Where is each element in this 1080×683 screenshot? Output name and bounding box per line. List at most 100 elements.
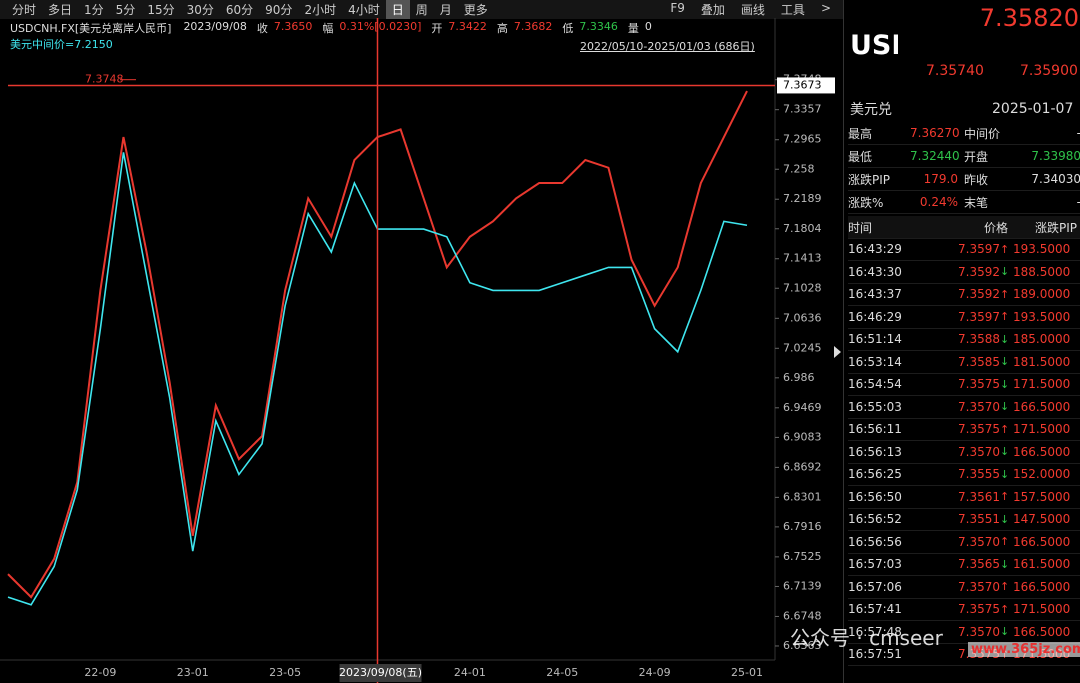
date-range[interactable]: 2022/05/10-2025/01/03 (686日) <box>580 40 755 53</box>
field-value: 7.3346 <box>579 20 618 33</box>
tick-row: 16:56:56 7.3570 ↑ 166.5000 <box>848 531 1080 554</box>
field-value: 7.3682 <box>513 20 553 33</box>
high-label: 7.3748 <box>85 73 124 86</box>
tick-pip: 193.5000 <box>1013 309 1071 324</box>
ticks-header: 时间 价格 涨跌PIP <box>848 216 1080 239</box>
tool-button[interactable]: 叠加 <box>700 3 725 17</box>
tick-time: 16:57:51 <box>848 647 902 661</box>
tick-arrow: ↓ <box>1000 265 1010 278</box>
x-tick-label: 24-01 <box>454 666 486 679</box>
y-tick-label: 7.1413 <box>783 252 822 265</box>
period-tab[interactable]: 90分 <box>265 3 293 17</box>
tick-price: 7.3570 <box>958 399 1000 414</box>
date: 2023/09/08 <box>183 20 247 33</box>
ask: 7.35900 <box>1020 63 1078 79</box>
stat-row: 涨跌% 0.24% 末笔 - <box>848 191 1080 214</box>
field-label: 量 <box>627 22 639 35</box>
tool-button[interactable]: 画线 <box>740 3 765 17</box>
series-name: 美元中间价=7.2150 <box>10 38 113 51</box>
stat-label: 最低 <box>848 149 873 164</box>
stat-row: 最低 7.32440 开盘 7.33980 <box>848 145 1080 168</box>
field-value: 7.3650 <box>273 20 313 33</box>
chart: 7.3748 7.3357 7.2965 7.258 7.2189 7.1804 7.141… <box>0 18 841 683</box>
tick-pip: 157.5000 <box>1013 489 1071 504</box>
stat-row: 涨跌PIP 179.0 昨收 7.34030 <box>848 168 1080 191</box>
tick-arrow: ↑ <box>1000 580 1010 593</box>
tick-arrow: ↓ <box>1000 445 1010 458</box>
tool-button[interactable]: > <box>820 1 831 15</box>
period-tab[interactable]: 分时 <box>12 3 37 17</box>
tick-price: 7.3592 <box>958 287 1000 301</box>
period-tab[interactable]: 2小时 <box>304 3 337 17</box>
tick-time: 16:56:52 <box>848 512 902 526</box>
stat-value: 7.34030 <box>1031 172 1080 186</box>
y-tick-label: 7.3357 <box>783 103 822 116</box>
period-tab[interactable]: 更多 <box>463 3 488 17</box>
periods: 分时 多日 1分 5分 15分 30分 60分 90分 2小时 4小时日周月更多 <box>0 0 494 19</box>
x-tick-label: 24-05 <box>546 666 578 679</box>
stat-label: 最高 <box>848 126 873 141</box>
tick-price: 7.3588 <box>958 332 1000 346</box>
y-tick-label: 6.7525 <box>783 550 822 563</box>
tick-pip: 193.5000 <box>1013 242 1071 256</box>
tick-row: 16:43:37 7.3592 ↑ 189.0000 <box>848 283 1080 306</box>
tick-pip: 166.5000 <box>1013 534 1071 549</box>
crosshair-box <box>339 664 422 682</box>
tick-row: 16:57:06 7.3570 ↑ 166.5000 <box>848 576 1080 599</box>
tick-price: 7.3555 <box>958 467 1000 481</box>
tick-price: 7.3565 <box>958 557 1000 571</box>
y-tick-label: 6.9469 <box>783 401 822 414</box>
tick-price: 7.3597 <box>958 309 1000 324</box>
tick-time: 16:51:14 <box>848 332 902 346</box>
tick-price: 7.3570 <box>958 534 1000 549</box>
tick-row: 16:57:48 7.3570 ↓ 166.5000 <box>848 621 1080 644</box>
tick-time: 16:57:06 <box>848 579 902 594</box>
tick-arrow: ↑ <box>1000 490 1010 503</box>
period-tab[interactable]: 多日 <box>48 3 73 17</box>
period-tab[interactable]: 15分 <box>147 3 175 17</box>
y-tick-label: 7.258 <box>783 162 815 175</box>
field-label: 开 <box>431 22 443 35</box>
period-tab[interactable]: 5分 <box>115 3 136 17</box>
tick-price: 7.3592 <box>958 264 1000 279</box>
tool-button[interactable]: F9 <box>670 1 685 15</box>
column-header: 时间 <box>848 220 873 235</box>
stat-row: 最高 7.36270 中间价 - <box>848 122 1080 145</box>
stat-value: - <box>1077 195 1080 209</box>
tick-time: 16:54:54 <box>848 377 902 391</box>
y-tick-label: 7.0636 <box>783 311 822 324</box>
y-tick-label: 7.0245 <box>783 341 822 354</box>
tick-arrow: ↑ <box>1000 602 1010 616</box>
tool-button[interactable]: 工具 <box>780 3 805 17</box>
column-header: 价格 <box>983 220 1008 235</box>
period-tab[interactable]: 日 <box>385 0 410 19</box>
tick-time: 16:55:03 <box>848 399 902 414</box>
tick-pip: 171.5000 <box>1013 377 1071 391</box>
tick-time: 16:56:50 <box>848 489 902 504</box>
stat-value: - <box>1077 126 1080 140</box>
y-tick-label: 7.1028 <box>783 281 822 294</box>
quote-panel: 7.35820 USD 7.35740 7.35900 美元兑 2025-01-07 最高 7… <box>843 0 1080 683</box>
tick-pip: 188.5000 <box>1013 264 1071 279</box>
period-tab[interactable]: 月 <box>439 3 452 17</box>
tick-pip: 166.5000 <box>1013 579 1071 594</box>
tick-pip: 161.5000 <box>1013 557 1071 571</box>
period-tab[interactable]: 60分 <box>225 3 254 17</box>
tick-arrow: ↓ <box>1000 467 1010 481</box>
period-tab[interactable]: 1分 <box>84 3 104 17</box>
tick-time: 16:53:14 <box>848 354 902 369</box>
period-tab[interactable]: 4小时 <box>348 3 380 17</box>
period-tab[interactable]: 周 <box>415 3 428 17</box>
tick-row: 16:46:29 7.3597 ↑ 193.5000 <box>848 306 1080 329</box>
y-tick-label: 6.7916 <box>783 520 822 533</box>
tick-arrow: ↓ <box>1000 355 1010 368</box>
tick-row: 16:56:50 7.3561 ↑ 157.5000 <box>848 486 1080 509</box>
y-tick-label: 6.6748 <box>783 609 822 622</box>
tick-time: 16:57:48 <box>848 624 902 639</box>
y-tick-label: 7.2965 <box>783 133 822 146</box>
tick-time: 16:56:13 <box>848 444 902 459</box>
period-tab[interactable]: 30分 <box>186 3 214 17</box>
stat-label: 开盘 <box>964 149 989 164</box>
stat-value: 0.24% <box>919 195 958 209</box>
crosshair-label: 2023/09/08(五) <box>339 666 422 679</box>
